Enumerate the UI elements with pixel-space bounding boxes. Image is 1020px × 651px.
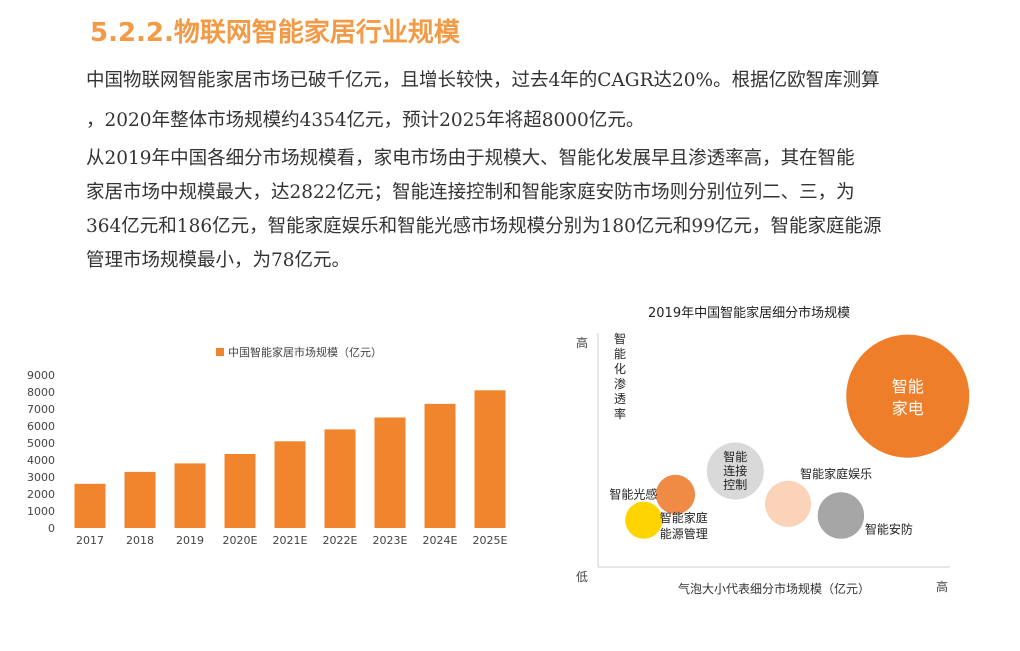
- paragraph-line: ，2020年整体市场规模约4354亿元，预计2025年将超8000亿元。: [86, 110, 645, 131]
- bubble-label: 智能光感: [609, 486, 657, 501]
- bar: [224, 453, 256, 528]
- bubble-chart-title: 2019年中国智能家居细分市场规模: [648, 305, 850, 321]
- y-axis-title-char: 化: [614, 362, 626, 376]
- bubble: [655, 474, 696, 515]
- x-tick-label: 2024E: [423, 534, 458, 547]
- bar: [74, 483, 106, 528]
- y-tick-label: 2000: [27, 488, 55, 501]
- segment-bubble-chart: 2019年中国智能家居细分市场规模 高 低 高 气泡大小代表细分市场规模（亿元）…: [576, 305, 970, 596]
- y-tick-label: 7000: [27, 403, 55, 416]
- y-tick-label: 3000: [27, 471, 55, 484]
- bubble: [625, 501, 663, 539]
- bubble-label: 能源管理: [660, 526, 708, 541]
- legend-label: 中国智能家居市场规模（亿元）: [228, 345, 382, 359]
- bubble: [765, 480, 812, 527]
- bubble: [706, 442, 764, 500]
- bubble-label: 家电: [892, 399, 924, 418]
- paragraph-line: 家居市场中规模最大，达2822亿元；智能连接控制和智能家庭安防市场则分别位列二、…: [86, 182, 855, 203]
- bar-legend: 中国智能家居市场规模（亿元）: [216, 345, 382, 359]
- bar: [124, 471, 156, 528]
- y-axis-title-char: 率: [614, 406, 626, 421]
- bubble-label: 智能安防: [865, 522, 913, 537]
- y-axis-title-char: 智: [614, 331, 626, 346]
- bubble-label: 连接: [723, 463, 747, 478]
- y-tick-label: 6000: [27, 420, 55, 433]
- bar: [474, 390, 506, 528]
- bubble: [846, 334, 970, 458]
- bar: [424, 403, 456, 528]
- market-size-bar-chart: 中国智能家居市场规模（亿元） 0 1000 2000 3000 4000 5000 6000…: [27, 345, 508, 547]
- y-axis-title-char: 渗: [614, 376, 626, 391]
- bubble-label: 控制: [723, 478, 747, 492]
- paragraph-line: 中国物联网智能家居市场已破千亿元，且增长较快，过去4年的CAGR达20%。根据亿…: [86, 70, 880, 91]
- y-tick-label: 1000: [27, 505, 55, 518]
- y-tick-label: 8000: [27, 386, 55, 399]
- x-axis-title: 气泡大小代表细分市场规模（亿元）: [678, 581, 870, 596]
- x-tick-label: 2019: [176, 534, 204, 547]
- paragraph-line: 从2019年中国各细分市场规模看，家电市场由于规模大、智能化发展早且渗透率高，其…: [86, 148, 855, 169]
- y-high-label: 高: [576, 335, 588, 350]
- bar: [274, 441, 306, 528]
- y-tick-label: 4000: [27, 454, 55, 467]
- bubble-label: 智能家庭: [660, 510, 708, 525]
- bubble-label: 智能: [892, 377, 924, 396]
- page-title: 5.2.2.物联网智能家居行业规模: [90, 18, 460, 48]
- paragraph-line: 364亿元和186亿元，智能家庭娱乐和智能光感市场规模分别为180亿元和99亿元…: [86, 216, 882, 237]
- x-tick-label: 2018: [126, 534, 154, 547]
- x-tick-label: 2023E: [373, 534, 408, 547]
- y-axis-title-char: 能: [614, 347, 626, 361]
- x-tick-label: 2020E: [223, 534, 258, 547]
- x-tick-label: 2017: [76, 534, 104, 547]
- y-tick-label: 9000: [27, 369, 55, 382]
- paragraph-line: 管理市场规模最小，为78亿元。: [86, 250, 351, 271]
- legend-swatch: [216, 348, 224, 356]
- x-tick-label: 2025E: [473, 534, 508, 547]
- x-tick-label: 2021E: [273, 534, 308, 547]
- bubble: [817, 492, 865, 539]
- y-low-label: 低: [576, 570, 588, 584]
- bar: [324, 429, 356, 528]
- bar: [174, 463, 206, 528]
- y-axis-title-char: 透: [614, 392, 626, 406]
- x-high-label: 高: [936, 579, 948, 594]
- bubble-label: 智能家庭娱乐: [800, 466, 872, 481]
- x-tick-label: 2022E: [323, 534, 358, 547]
- bubble-label: 智能: [723, 449, 747, 464]
- y-tick-label: 0: [48, 522, 55, 535]
- bar: [374, 417, 406, 528]
- y-tick-label: 5000: [27, 437, 55, 450]
